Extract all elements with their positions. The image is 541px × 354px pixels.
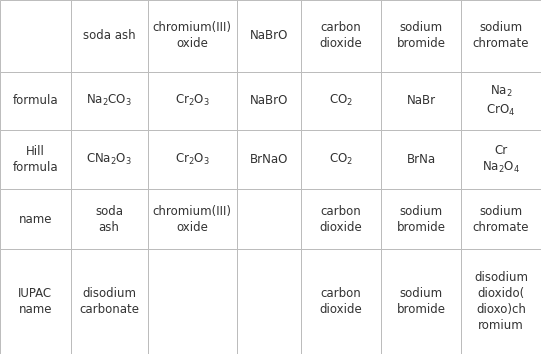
Text: chromium(III)
oxide: chromium(III) oxide xyxy=(153,205,232,234)
Bar xyxy=(301,189,381,250)
Bar xyxy=(71,130,148,189)
Text: $\mathdefault{Na_2}$
$\mathdefault{CrO_4}$: $\mathdefault{Na_2}$ $\mathdefault{CrO_4… xyxy=(486,84,516,118)
Bar xyxy=(381,72,461,130)
Bar xyxy=(381,130,461,189)
Text: $\mathdefault{CNa_2O_3}$: $\mathdefault{CNa_2O_3}$ xyxy=(86,152,132,167)
Bar xyxy=(237,250,301,354)
Bar xyxy=(71,72,148,130)
Text: sodium
bromide: sodium bromide xyxy=(397,21,446,50)
Text: name: name xyxy=(18,213,52,226)
Bar xyxy=(461,189,541,250)
Bar xyxy=(0,72,71,130)
Text: disodium
carbonate: disodium carbonate xyxy=(79,287,139,316)
Text: IUPAC
name: IUPAC name xyxy=(18,287,52,316)
Bar xyxy=(71,0,148,72)
Text: sodium
chromate: sodium chromate xyxy=(473,205,529,234)
Text: $\mathdefault{CO_2}$: $\mathdefault{CO_2}$ xyxy=(329,93,353,108)
Bar xyxy=(148,130,237,189)
Bar xyxy=(301,72,381,130)
Bar xyxy=(0,0,71,72)
Bar xyxy=(381,0,461,72)
Bar xyxy=(148,72,237,130)
Text: Cr
$\mathdefault{Na_2O_4}$: Cr $\mathdefault{Na_2O_4}$ xyxy=(482,144,520,175)
Bar xyxy=(237,0,301,72)
Text: disodium
dioxido(
dioxo)ch
romium: disodium dioxido( dioxo)ch romium xyxy=(474,271,528,332)
Text: Hill
formula: Hill formula xyxy=(12,145,58,174)
Bar xyxy=(0,130,71,189)
Bar xyxy=(301,130,381,189)
Bar xyxy=(381,250,461,354)
Text: sodium
bromide: sodium bromide xyxy=(397,287,446,316)
Text: BrNa: BrNa xyxy=(406,153,436,166)
Text: formula: formula xyxy=(12,95,58,107)
Text: $\mathdefault{CO_2}$: $\mathdefault{CO_2}$ xyxy=(329,152,353,167)
Bar xyxy=(461,72,541,130)
Bar xyxy=(148,250,237,354)
Text: carbon
dioxide: carbon dioxide xyxy=(320,287,362,316)
Text: chromium(III)
oxide: chromium(III) oxide xyxy=(153,21,232,50)
Text: NaBrO: NaBrO xyxy=(250,29,288,42)
Bar xyxy=(148,0,237,72)
Bar xyxy=(237,189,301,250)
Text: carbon
dioxide: carbon dioxide xyxy=(320,21,362,50)
Text: carbon
dioxide: carbon dioxide xyxy=(320,205,362,234)
Bar xyxy=(0,189,71,250)
Text: sodium
bromide: sodium bromide xyxy=(397,205,446,234)
Bar xyxy=(461,250,541,354)
Bar xyxy=(0,250,71,354)
Text: $\mathdefault{Cr_2O_3}$: $\mathdefault{Cr_2O_3}$ xyxy=(175,93,209,108)
Bar xyxy=(381,189,461,250)
Text: NaBr: NaBr xyxy=(406,95,436,107)
Text: soda ash: soda ash xyxy=(83,29,135,42)
Bar xyxy=(71,250,148,354)
Text: $\mathdefault{Cr_2O_3}$: $\mathdefault{Cr_2O_3}$ xyxy=(175,152,209,167)
Bar xyxy=(301,0,381,72)
Text: soda
ash: soda ash xyxy=(95,205,123,234)
Bar xyxy=(301,250,381,354)
Bar xyxy=(237,130,301,189)
Bar xyxy=(461,130,541,189)
Text: NaBrO: NaBrO xyxy=(250,95,288,107)
Text: BrNaO: BrNaO xyxy=(250,153,288,166)
Bar xyxy=(148,189,237,250)
Text: sodium
chromate: sodium chromate xyxy=(473,21,529,50)
Bar xyxy=(461,0,541,72)
Bar xyxy=(71,189,148,250)
Bar xyxy=(237,72,301,130)
Text: $\mathdefault{Na_2CO_3}$: $\mathdefault{Na_2CO_3}$ xyxy=(86,93,132,108)
